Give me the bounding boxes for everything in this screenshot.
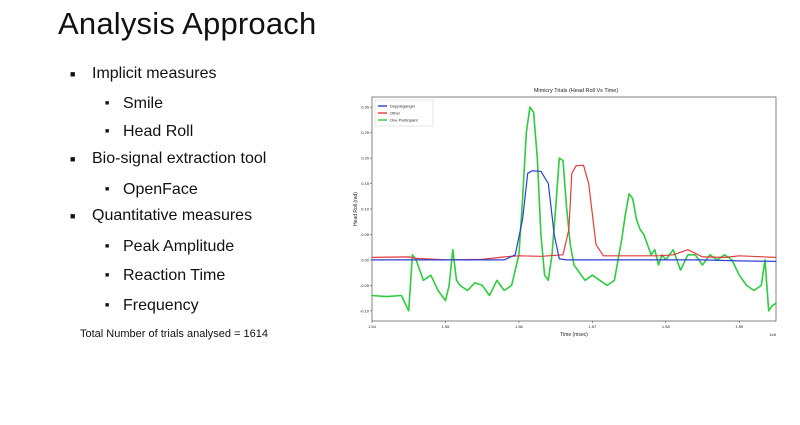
x-tick-label: 1.59 bbox=[735, 324, 744, 329]
x-tick-label: 1.57 bbox=[588, 324, 597, 329]
y-tick-label: 0.00 bbox=[361, 257, 370, 262]
x-axis-offset-label: 1e6 bbox=[769, 332, 776, 337]
bullet-item: ■ Implicit measures bbox=[70, 64, 217, 84]
bullet-text: Quantitative measures bbox=[92, 207, 253, 224]
bullet-text: Frequency bbox=[123, 297, 199, 314]
bullet-item: ■ Reaction Time bbox=[105, 266, 226, 286]
series-line-one-participant bbox=[371, 106, 777, 312]
y-axis-label: Head Roll (rad) bbox=[353, 192, 359, 226]
y-tick-label: 0.25 bbox=[361, 130, 370, 135]
square-bullet-icon: ■ bbox=[105, 272, 110, 279]
bullet-item: ■ Peak Amplitude bbox=[105, 237, 235, 257]
bullet-text: Implicit measures bbox=[92, 65, 217, 82]
square-bullet-icon: ■ bbox=[70, 69, 76, 79]
bullet-item: ■ Head Roll bbox=[105, 122, 194, 142]
total-trials-note: Total Number of trials analysed = 1614 bbox=[80, 328, 269, 340]
bullet-item: ■ Smile bbox=[105, 94, 164, 114]
y-tick-label: -0.10 bbox=[360, 308, 370, 313]
y-tick-label: 0.10 bbox=[361, 207, 370, 212]
x-axis-label: Time (msec) bbox=[560, 332, 588, 338]
square-bullet-icon: ■ bbox=[105, 186, 110, 193]
square-bullet-icon: ■ bbox=[70, 211, 76, 221]
slide-title: Analysis Approach bbox=[58, 6, 317, 41]
y-tick-label: 0.30 bbox=[361, 105, 370, 110]
chart-title: Mimicry Trials (Head Roll Vs Time) bbox=[534, 88, 619, 94]
legend-label: One Participant bbox=[390, 118, 418, 123]
bullet-item: ■ Quantitative measures bbox=[70, 206, 253, 226]
y-tick-label: 0.20 bbox=[361, 156, 370, 161]
legend-label: Doppleganger bbox=[390, 104, 416, 109]
bullet-text: Head Roll bbox=[123, 123, 194, 140]
x-tick-label: 1.56 bbox=[515, 324, 524, 329]
y-tick-label: -0.05 bbox=[360, 283, 370, 288]
head-roll-chart: Mimicry Trials (Head Roll Vs Time) -0.10… bbox=[353, 88, 777, 338]
bullet-text: Peak Amplitude bbox=[123, 238, 235, 255]
square-bullet-icon: ■ bbox=[105, 243, 110, 250]
y-tick-label: 0.15 bbox=[361, 181, 370, 186]
x-tick-label: 1.58 bbox=[662, 324, 671, 329]
plot-frame bbox=[371, 96, 777, 322]
square-bullet-icon: ■ bbox=[105, 128, 110, 135]
bullet-item: ■ Bio-signal extraction tool bbox=[70, 149, 267, 169]
square-bullet-icon: ■ bbox=[70, 154, 76, 164]
series-line-doppleganger bbox=[371, 170, 777, 262]
bullet-text: Bio-signal extraction tool bbox=[92, 150, 267, 167]
x-tick-label: 1.55 bbox=[442, 324, 451, 329]
square-bullet-icon: ■ bbox=[105, 100, 110, 107]
bullet-text: Reaction Time bbox=[123, 267, 226, 284]
bullet-item: ■ OpenFace bbox=[105, 180, 198, 200]
bullet-text: OpenFace bbox=[123, 181, 198, 198]
chart-legend: Doppleganger Other One Participant bbox=[374, 99, 434, 127]
bullet-text: Smile bbox=[123, 95, 164, 112]
bullet-item: ■ Frequency bbox=[105, 296, 199, 316]
x-tick-label: 1.54 bbox=[368, 324, 377, 329]
y-tick-label: 0.05 bbox=[361, 232, 370, 237]
square-bullet-icon: ■ bbox=[105, 302, 110, 309]
legend-label: Other bbox=[390, 111, 401, 116]
